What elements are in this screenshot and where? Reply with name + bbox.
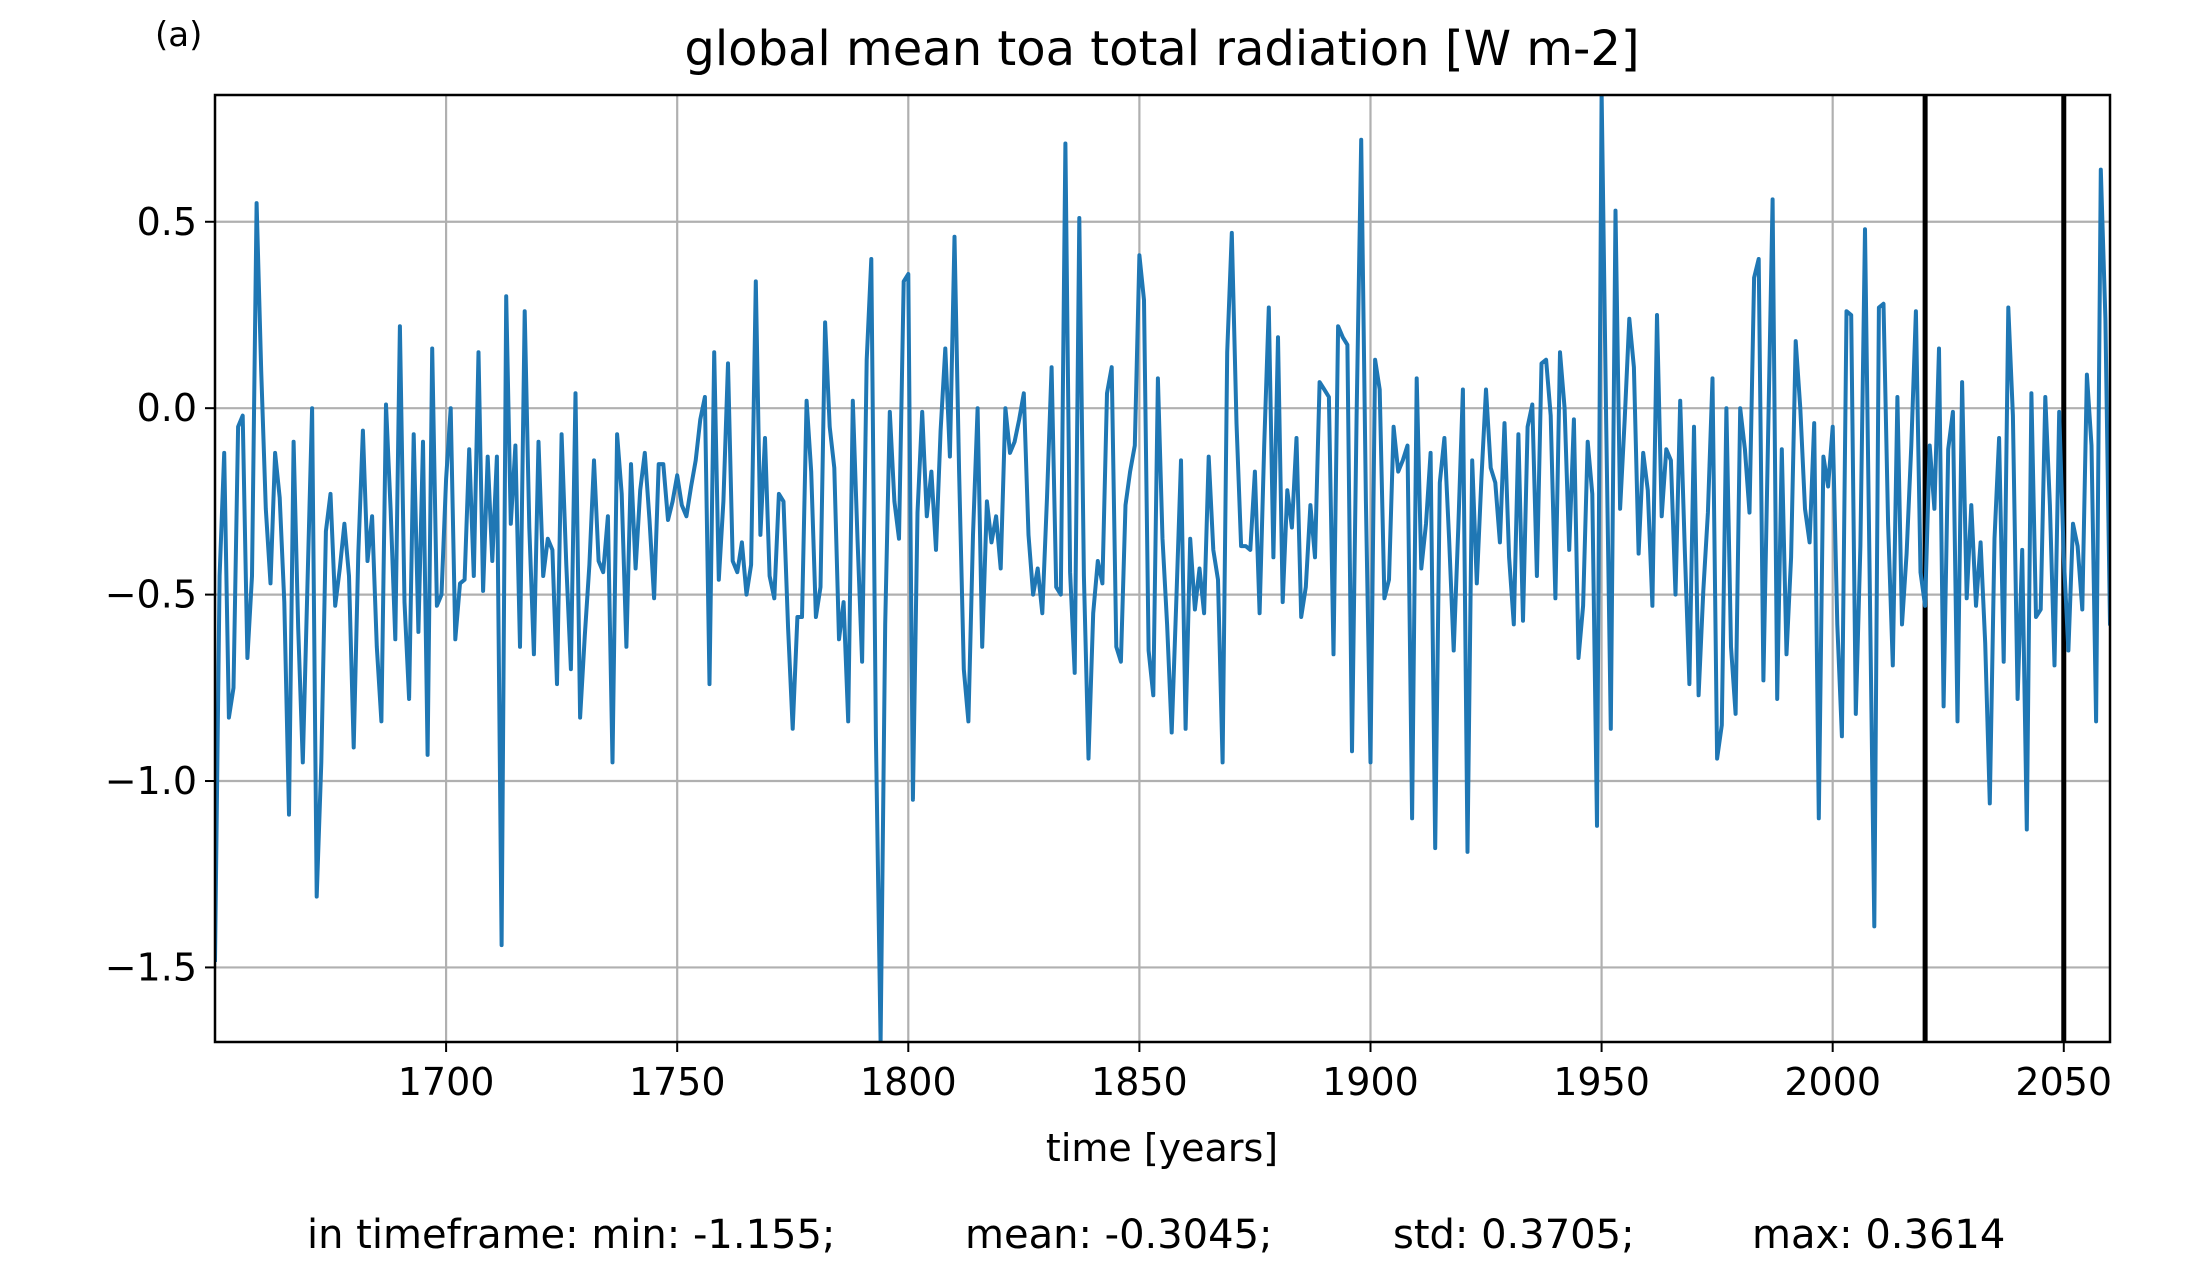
stats-max: max: 0.3614 bbox=[1752, 1212, 2006, 1258]
series-line bbox=[215, 95, 2110, 1042]
x-axis-label: time [years] bbox=[1046, 1126, 1278, 1170]
x-tick-label: 2000 bbox=[1784, 1060, 1881, 1104]
plot-frame bbox=[213, 93, 2112, 1044]
panel-label: (a) bbox=[155, 15, 202, 55]
y-tick-label: −1.0 bbox=[105, 759, 197, 803]
x-tick-label: 1950 bbox=[1553, 1060, 1650, 1104]
y-tick-label: −0.5 bbox=[105, 573, 197, 617]
x-tick-label: 1800 bbox=[860, 1060, 957, 1104]
stats-line: in timeframe: min: -1.155; mean: -0.3045… bbox=[0, 1212, 2196, 1262]
x-tick-label: 1850 bbox=[1091, 1060, 1188, 1104]
y-tick-label: 0.0 bbox=[137, 386, 197, 430]
y-tick-label: −1.5 bbox=[105, 945, 197, 989]
x-tick-label: 2050 bbox=[2015, 1060, 2112, 1104]
y-axis: −1.5 −1.0 −0.5 0.0 0.5 bbox=[105, 200, 215, 989]
x-tick-label: 1900 bbox=[1322, 1060, 1419, 1104]
stats-min: in timeframe: min: -1.155; bbox=[307, 1212, 836, 1258]
stats-mean: mean: -0.3045; bbox=[965, 1212, 1273, 1258]
plot-area bbox=[215, 95, 2110, 1042]
chart-title: global mean toa total radiation [W m-2] bbox=[684, 21, 1639, 77]
y-tick-label: 0.5 bbox=[137, 200, 197, 244]
x-tick-label: 1750 bbox=[629, 1060, 726, 1104]
x-axis: 1700 1750 1800 1850 1900 1950 2000 2050 bbox=[398, 1042, 2112, 1104]
x-tick-label: 1700 bbox=[398, 1060, 495, 1104]
stats-std: std: 0.3705; bbox=[1393, 1212, 1635, 1258]
